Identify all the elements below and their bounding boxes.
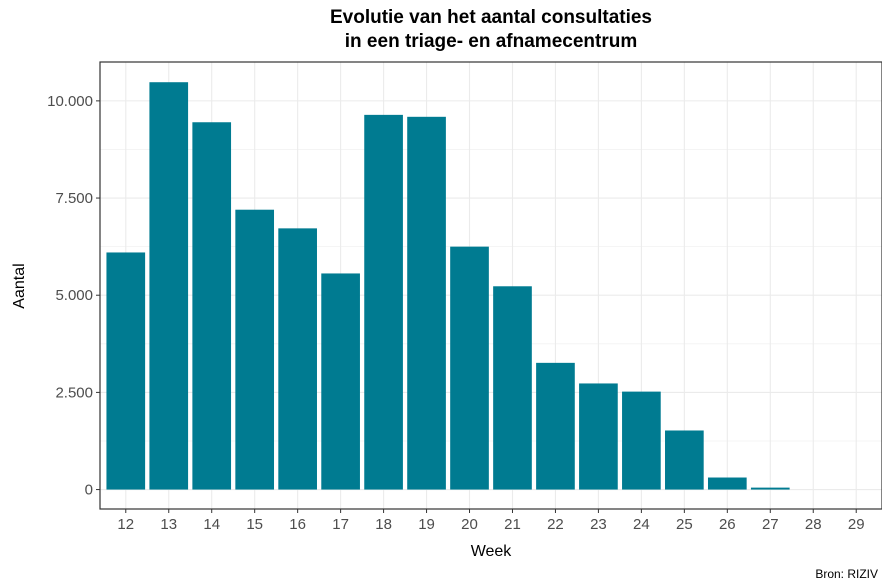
chart-title-line-2: in een triage- en afnamecentrum [344, 31, 638, 52]
y-axis: 0 2.500 5.000 7.500 10.000 [47, 93, 100, 499]
y-tick-label: 10.000 [47, 93, 93, 110]
bar-week-14 [192, 122, 232, 490]
y-axis-title: Aantal [11, 263, 28, 308]
x-tick-label: 14 [203, 516, 220, 533]
x-tick-label: 18 [375, 516, 392, 533]
x-tick-label: 22 [547, 516, 564, 533]
x-axis-title: Week [471, 543, 513, 560]
bar-week-19 [407, 116, 446, 490]
bar-week-18 [364, 114, 403, 490]
chart-title-line-1: Evolutie van het aantal consultaties [329, 7, 653, 28]
y-tick-label: 5.000 [55, 287, 93, 304]
y-tick-label: 7.500 [55, 190, 93, 207]
bar-week-21 [493, 286, 532, 490]
chart-title: Evolutie van het aantal consultaties in … [100, 6, 882, 54]
bar-week-13 [149, 82, 189, 490]
bar-week-26 [707, 477, 747, 490]
x-tick-label: 19 [418, 516, 435, 533]
bar-week-16 [278, 228, 317, 490]
x-tick-label: 24 [633, 516, 650, 533]
x-tick-label: 21 [504, 516, 521, 533]
bar-week-24 [622, 391, 661, 490]
bars [106, 82, 790, 490]
source-note: Bron: RIZIV [815, 567, 878, 581]
y-tick-label: 0 [85, 482, 93, 499]
x-tick-label: 15 [246, 516, 263, 533]
bar-week-23 [579, 383, 618, 490]
x-tick-label: 23 [590, 516, 607, 533]
x-tick-label: 27 [762, 516, 779, 533]
x-tick-label: 13 [160, 516, 177, 533]
plot-panel-border [99, 61, 882, 510]
x-tick-label: 20 [461, 516, 478, 533]
x-tick-label: 26 [719, 516, 736, 533]
bar-week-15 [235, 209, 275, 490]
x-tick-label: 16 [289, 516, 306, 533]
y-tick-label: 2.500 [55, 384, 93, 401]
x-axis: 12 13 14 15 16 17 18 19 20 21 22 23 24 25 26 27 28 29 [117, 509, 865, 533]
bar-week-12 [106, 252, 146, 490]
x-tick-label: 25 [676, 516, 693, 533]
bar-week-27 [750, 487, 790, 490]
x-tick-label: 29 [848, 516, 865, 533]
bar-week-25 [665, 430, 704, 490]
x-tick-label: 12 [117, 516, 134, 533]
bar-week-20 [450, 246, 489, 490]
x-tick-label: 28 [805, 516, 822, 533]
x-tick-label: 17 [332, 516, 349, 533]
bar-week-22 [536, 362, 575, 490]
bar-week-17 [321, 273, 360, 490]
